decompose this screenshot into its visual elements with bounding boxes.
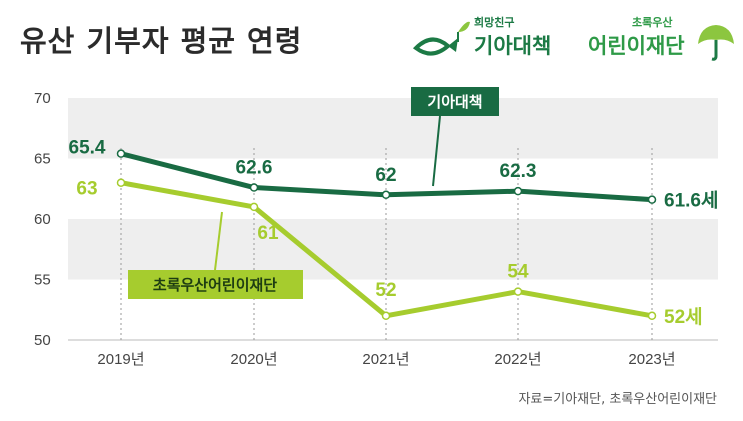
data-label: 65.4 <box>69 138 106 159</box>
data-point <box>381 311 391 321</box>
series-tag-label: 초록우산어린이재단 <box>153 276 277 294</box>
series-tag-box <box>128 270 303 299</box>
data-point <box>647 195 657 204</box>
data-label: 61 <box>257 223 279 244</box>
series-tag-label: 기아대책 <box>427 93 482 111</box>
data-label: 54 <box>507 262 529 283</box>
data-point <box>249 183 259 192</box>
kfhi-logo-name: 기아대책 <box>474 34 552 58</box>
x-tick-label: 2021년 <box>362 351 409 368</box>
data-label: 52 <box>375 280 396 301</box>
data-label: 62.3 <box>500 161 537 182</box>
kfhi-logo-small: 희망친구 <box>474 16 515 29</box>
y-tick-label: 60 <box>34 211 51 228</box>
data-label: 52세 <box>664 306 703 328</box>
grid-band <box>68 98 718 159</box>
childfund-logo-name: 어린이재단 <box>588 34 685 58</box>
grid-band <box>68 219 718 280</box>
series-tag-box <box>411 87 499 116</box>
data-point <box>116 178 126 187</box>
data-point <box>116 149 126 158</box>
childfund-logo-small: 초록우산 <box>632 16 673 29</box>
x-tick-label: 2019년 <box>97 351 144 368</box>
source-note: 자료=기아재단, 초록우산어린이재단 <box>518 392 717 407</box>
umbrella-icon <box>698 25 734 61</box>
x-tick-label: 2023년 <box>628 351 675 368</box>
y-tick-label: 50 <box>34 332 51 349</box>
fish-leaf-icon <box>412 21 470 56</box>
data-label: 62 <box>375 165 396 186</box>
data-point <box>513 186 523 196</box>
y-tick-label: 65 <box>34 151 51 168</box>
data-point <box>381 190 391 200</box>
y-tick-label: 70 <box>34 90 51 107</box>
data-label: 62.6 <box>236 158 273 179</box>
data-point <box>249 202 259 212</box>
series-tag-leader <box>432 115 441 187</box>
data-label: 61.6세 <box>664 190 718 212</box>
data-point <box>647 311 657 321</box>
data-point <box>513 287 523 296</box>
x-tick-label: 2022년 <box>494 351 541 368</box>
chart-title: 유산 기부자 평균 연령 <box>20 24 303 58</box>
series-tag-leader <box>214 211 223 271</box>
y-tick-label: 55 <box>34 272 51 289</box>
x-tick-label: 2020년 <box>230 351 277 368</box>
data-label: 63 <box>76 179 97 200</box>
